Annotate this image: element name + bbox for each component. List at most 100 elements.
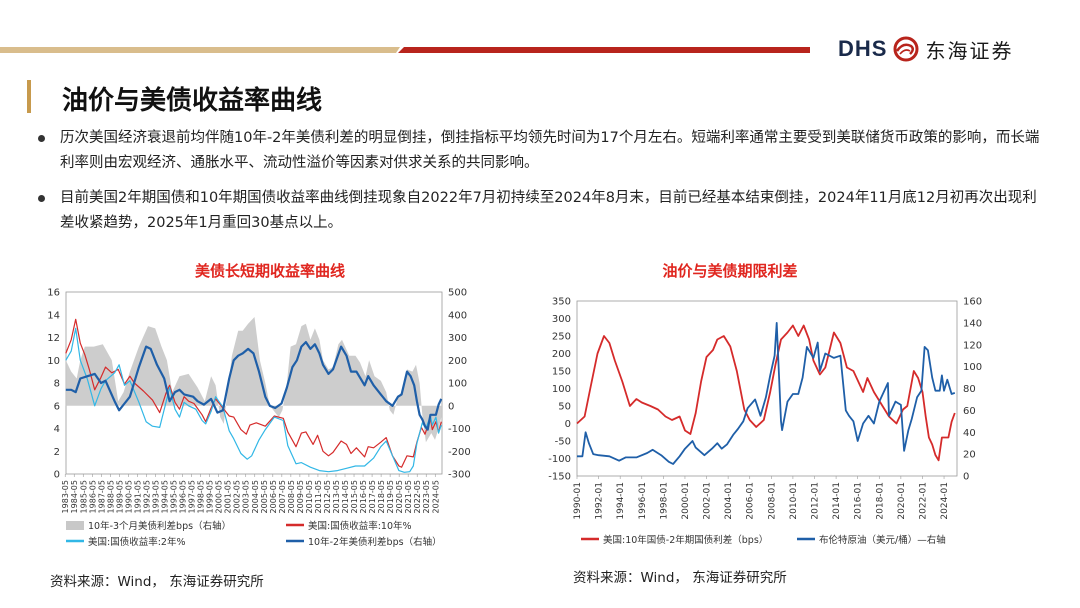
logo-abbr: DHS — [838, 36, 888, 61]
y-left-tick-label: 8 — [54, 379, 60, 390]
x-tick-label: 2007-05 — [278, 480, 287, 513]
legend-label: 10年-3个月美债利差bps（右轴） — [88, 520, 231, 532]
y-left-tick-label: 250 — [552, 332, 571, 343]
x-tick-label: 2000-05 — [215, 480, 224, 513]
x-tick-label: 2002-01 — [703, 482, 713, 520]
x-tick-label: 2010-05 — [305, 480, 314, 513]
legend-label: 美国:国债收益率:10年% — [308, 520, 412, 532]
y-right-tick-label: 400 — [448, 310, 467, 321]
series-line-1 — [577, 322, 956, 465]
x-tick-label: 2018-01 — [875, 482, 885, 520]
y-left-tick-label: -150 — [548, 472, 571, 483]
legend-label: 10年-2年美债利差bps（右轴） — [308, 536, 442, 548]
x-tick-label: 1994-01 — [616, 482, 626, 520]
y-right-tick-label: 160 — [963, 297, 982, 308]
x-tick-label: 2008-05 — [287, 480, 296, 513]
y-left-tick-label: 0 — [565, 419, 571, 430]
y-left-tick-label: 2 — [54, 447, 60, 458]
x-tick-label: 1994-05 — [160, 480, 169, 513]
chart-right-title: 油价与美债期限利差 — [662, 262, 798, 280]
legend-label: 美国:国债收益率:2年% — [88, 536, 185, 548]
bullet-dot-icon — [38, 195, 45, 202]
bullet-item: 目前美国2年期国债和10年期国债收益率曲线倒挂现象自2022年7月初持续至202… — [38, 186, 1048, 236]
series-line-3 — [65, 341, 443, 431]
x-tick-label: 2020-05 — [395, 480, 404, 513]
x-tick-label: 2022-05 — [413, 480, 422, 513]
x-tick-label: 2019-05 — [386, 480, 395, 513]
x-tick-label: 2005-05 — [260, 480, 269, 513]
x-tick-label: 2024-05 — [431, 480, 440, 513]
title-accent-bar — [27, 80, 31, 113]
x-tick-label: 2020-01 — [897, 482, 907, 520]
bullet-item: 历次美国经济衰退前均伴随10年-2年美债利差的明显倒挂，倒挂指标平均领先时间为1… — [38, 126, 1048, 176]
y-left-tick-label: 14 — [47, 310, 60, 321]
x-tick-label: 1995-05 — [170, 480, 179, 513]
x-tick-label: 1990-05 — [124, 480, 133, 513]
bullet-text: 目前美国2年期国债和10年期国债收益率曲线倒挂现象自2022年7月初持续至202… — [60, 190, 1037, 231]
logo-wave-icon — [893, 36, 919, 62]
x-tick-label: 2021-05 — [404, 480, 413, 513]
series-line-2 — [65, 327, 442, 473]
x-tick-label: 2013-05 — [332, 480, 341, 513]
legend-label: 布伦特原油（美元/桶）—右轴 — [819, 534, 946, 546]
chart-left: 0 2 4 6 8 10 12 14 16 -300 -200 -100 0 100 200 300 400 50… — [47, 288, 471, 549]
x-tick-label: 2004-05 — [251, 480, 260, 513]
bullet-dot-icon — [38, 135, 45, 142]
y-left-tick-label: 12 — [47, 333, 60, 344]
x-tick-label: 1992-01 — [595, 482, 605, 520]
x-tick-label: 2012-01 — [811, 482, 821, 520]
chart-left-title: 美债长短期收益率曲线 — [194, 262, 345, 280]
y-left-tick-label: 10 — [47, 356, 60, 367]
y-right-tick-label: 0 — [963, 472, 969, 483]
x-tick-label: 1992-05 — [142, 480, 151, 513]
x-tick-label: 2014-01 — [832, 482, 842, 520]
x-tick-label: 2010-01 — [789, 482, 799, 520]
x-tick-label: 1984-05 — [70, 480, 79, 513]
x-tick-label: 1989-05 — [115, 480, 124, 513]
y-right-tick-label: 60 — [963, 406, 976, 417]
header-stripe — [0, 47, 810, 53]
company-logo: DHS 东海证券 — [838, 32, 1013, 66]
y-right-tick-label: 40 — [963, 428, 976, 439]
y-left-tick-label: 50 — [558, 402, 571, 413]
logo-name: 东海证券 — [925, 38, 1014, 63]
y-left-tick-label: -100 — [548, 454, 571, 465]
x-tick-label: 2002-05 — [233, 480, 242, 513]
y-right-tick-label: 80 — [963, 384, 976, 395]
x-tick-label: 2012-05 — [323, 480, 332, 513]
y-right-tick-label: -300 — [448, 470, 471, 481]
x-tick-label: 2023-05 — [422, 480, 431, 513]
x-tick-label: 1998-05 — [197, 480, 206, 513]
x-tick-label: 2016-05 — [359, 480, 368, 513]
x-tick-label: 2018-05 — [377, 480, 386, 513]
x-tick-label: 2016-01 — [854, 482, 864, 520]
y-right-tick-label: 100 — [963, 362, 982, 373]
x-tick-label: 2003-05 — [242, 480, 251, 513]
y-right-tick-label: 0 — [448, 401, 454, 412]
x-tick-label: 2001-05 — [224, 480, 233, 513]
chart-right: -150 -100 -50 0 50 100 150 200 250 300 350 0 20 40 60 8… — [548, 297, 982, 547]
x-tick-label: 1998-01 — [659, 482, 669, 520]
y-left-tick-label: 0 — [54, 470, 60, 481]
x-tick-label: 2011-05 — [314, 480, 323, 513]
y-right-tick-label: -100 — [448, 424, 471, 435]
x-tick-label: 2006-01 — [746, 482, 756, 520]
y-left-tick-label: 6 — [54, 401, 60, 412]
x-tick-label: 2015-05 — [350, 480, 359, 513]
plot-frame — [576, 300, 958, 477]
x-tick-label: 1986-05 — [88, 480, 97, 513]
bullet-list: 历次美国经济衰退前均伴随10年-2年美债利差的明显倒挂，倒挂指标平均领先时间为1… — [38, 126, 1048, 246]
x-tick-label: 2004-01 — [724, 482, 734, 520]
y-right-tick-label: 500 — [448, 288, 467, 299]
source-note-right: 资料来源：Wind， 东海证券研究所 — [573, 570, 787, 586]
y-left-tick-label: -50 — [555, 437, 571, 448]
x-tick-label: 2006-05 — [269, 480, 278, 513]
x-tick-label: 1999-05 — [206, 480, 215, 513]
y-right-tick-label: 100 — [448, 379, 467, 390]
y-right-tick-label: 20 — [963, 450, 976, 461]
source-note-left: 资料来源：Wind， 东海证券研究所 — [50, 574, 264, 590]
y-left-tick-label: 100 — [552, 384, 571, 395]
x-tick-label: 2024-01 — [940, 482, 950, 520]
x-tick-label: 2008-01 — [767, 482, 777, 520]
x-tick-label: 1990-01 — [573, 482, 583, 520]
